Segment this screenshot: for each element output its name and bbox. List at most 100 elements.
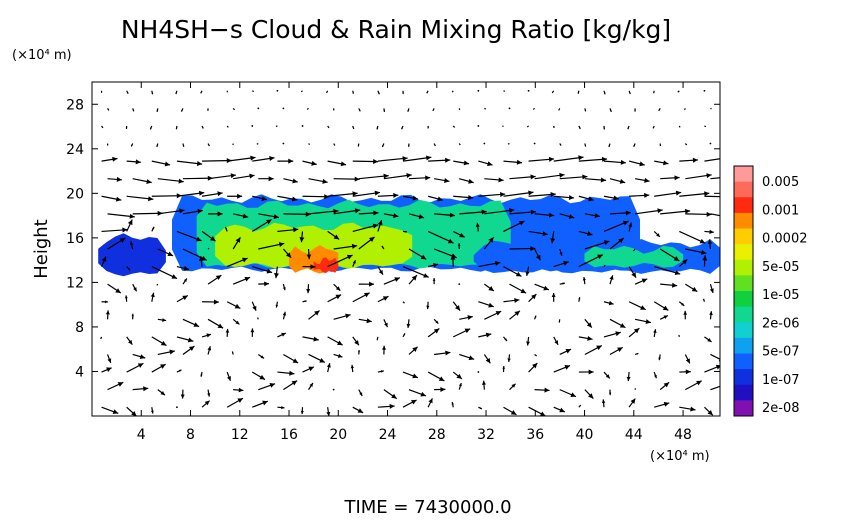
wind-vector [610, 108, 612, 111]
wind-vector [478, 302, 493, 308]
wind-vector [158, 390, 165, 395]
wind-vector [408, 108, 409, 111]
colorbar-swatch [734, 182, 753, 198]
wind-vector [402, 91, 403, 94]
wind-vector [252, 302, 256, 311]
wind-vector [150, 126, 152, 129]
wind-vector [326, 407, 330, 416]
colorbar-label: 2e-08 [762, 401, 800, 416]
wind-vector [383, 108, 385, 111]
wind-vector [409, 175, 430, 180]
wind-vector [635, 353, 638, 355]
wind-vector [629, 399, 635, 408]
wind-vector [685, 354, 690, 363]
wind-vector [233, 388, 243, 393]
colorbar-swatch [734, 275, 753, 291]
wind-vector [334, 177, 360, 182]
wind-vector [478, 192, 505, 197]
wind-vector [127, 337, 133, 345]
x-tick-label: 32 [477, 427, 495, 443]
wind-vector [529, 294, 537, 302]
wind-vector [102, 157, 118, 162]
wind-vector [127, 220, 133, 232]
colorbar-swatch [734, 197, 753, 213]
wind-vector [102, 367, 112, 372]
colorbar-swatch [734, 322, 753, 338]
x-tick-label: 44 [625, 427, 643, 443]
wind-vector [202, 401, 210, 408]
wind-vector [685, 144, 686, 145]
wind-vector [277, 371, 294, 376]
wind-vector [303, 337, 319, 342]
wind-vector [283, 354, 298, 363]
wind-vector [554, 337, 558, 345]
time-label: TIME = 7430000.0 [343, 497, 511, 518]
wind-vector [560, 282, 565, 284]
wind-vector [635, 279, 647, 285]
wind-vector [276, 302, 279, 308]
wind-vector [377, 126, 379, 129]
wind-vector [609, 390, 611, 395]
wind-vector [382, 346, 386, 355]
wind-vector [434, 351, 450, 356]
wind-vector [252, 91, 253, 92]
wind-vector [484, 108, 485, 109]
wind-vector [477, 90, 479, 92]
wind-vector [433, 278, 436, 284]
wind-vector [409, 390, 426, 397]
wind-vector [208, 275, 221, 284]
wind-vector [484, 311, 501, 319]
wind-vector [227, 126, 228, 127]
wind-vector [208, 173, 236, 178]
wind-vector [704, 230, 713, 234]
wind-vector [131, 144, 132, 147]
wind-vector [434, 387, 445, 392]
wind-vector [327, 363, 331, 372]
wind-vector [227, 372, 231, 381]
wind-vector [403, 333, 405, 337]
wind-vector [426, 302, 429, 309]
wind-vector [704, 90, 706, 92]
wind-vector [484, 177, 503, 182]
wind-vector [306, 284, 310, 293]
wind-vector [232, 351, 233, 354]
y-tick-label: 20 [66, 186, 84, 202]
wind-vector [102, 407, 119, 414]
wind-vector [585, 108, 586, 111]
colorbar: 0.0050.0010.00025e-051e-052e-065e-071e-0… [734, 166, 808, 417]
chart-title: NH4SH−s Cloud & Rain Mixing Ratio [kg/kg… [121, 15, 671, 44]
wind-vector [283, 107, 285, 109]
wind-vector [660, 144, 661, 146]
colorbar-swatch [734, 385, 753, 401]
wind-vector [635, 208, 663, 214]
wind-vector [252, 372, 265, 380]
wind-vector [359, 390, 362, 396]
wind-vector [710, 284, 714, 293]
wind-vector [534, 143, 536, 145]
wind-vector [233, 144, 234, 145]
wind-vector [554, 155, 584, 161]
wind-vector [133, 386, 149, 391]
x-tick-label: 20 [329, 427, 347, 443]
wind-vector [283, 381, 297, 390]
wind-vector [585, 177, 606, 182]
wind-vector [679, 191, 709, 196]
wind-vector [459, 354, 474, 360]
wind-vector [403, 302, 404, 303]
wind-vector [529, 407, 546, 416]
wind-vector [660, 175, 679, 180]
wind-vector [679, 126, 680, 127]
wind-vector [654, 402, 669, 407]
wind-vector [535, 284, 549, 290]
wind-vector [156, 144, 158, 147]
x-axis-unit: (×10⁴ m) [650, 449, 710, 464]
x-tick-label: 48 [674, 427, 692, 443]
wind-vector [459, 144, 460, 145]
wind-vector [359, 318, 372, 323]
wind-vector [627, 372, 631, 381]
colorbar-label: 5e-07 [762, 345, 800, 360]
wind-vector [328, 337, 343, 345]
x-tick-label: 8 [186, 427, 195, 443]
x-tick-label: 16 [280, 427, 298, 443]
